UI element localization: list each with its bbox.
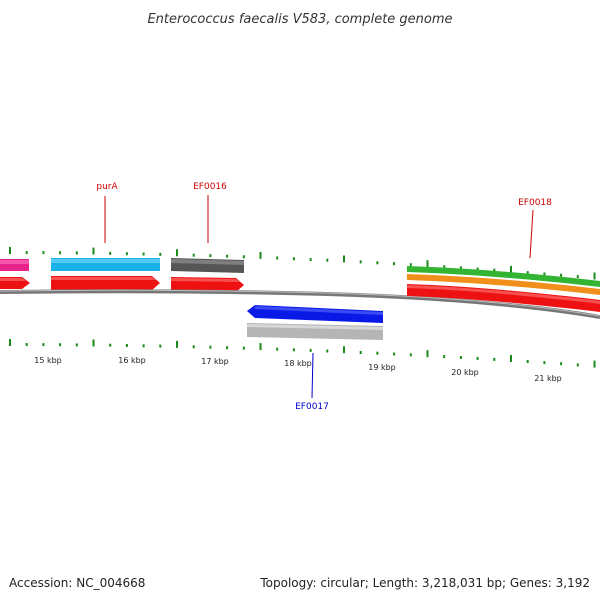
genome-summary-text: Topology: circular; Length: 3,218,031 bp… bbox=[259, 576, 590, 590]
feature-orange[interactable] bbox=[407, 274, 600, 295]
kbp-label-20: 20 kbp bbox=[451, 368, 479, 377]
kbp-label-16: 16 kbp bbox=[118, 356, 146, 365]
cds-red-1[interactable] bbox=[0, 277, 30, 289]
gene-label-EF0016[interactable]: EF0016 bbox=[193, 182, 227, 192]
feature-red-right[interactable] bbox=[407, 284, 600, 312]
cds-red-2[interactable] bbox=[51, 276, 160, 290]
kbp-label-17: 17 kbp bbox=[201, 357, 229, 366]
EF0018-leader bbox=[529, 209, 534, 259]
kbp-label-15: 15 kbp bbox=[34, 356, 62, 365]
accession-text: Accession: NC_004668 bbox=[9, 576, 145, 590]
feature-darkgray[interactable] bbox=[171, 258, 244, 273]
gene-label-EF0017[interactable]: EF0017 bbox=[295, 402, 329, 412]
feature-lightgray[interactable] bbox=[247, 323, 383, 340]
map-title: Enterococcus faecalis V583, complete gen… bbox=[147, 12, 452, 27]
kbp-label-19: 19 kbp bbox=[368, 363, 396, 372]
feature-cyan[interactable] bbox=[51, 258, 160, 271]
kbp-label-21: 21 kbp bbox=[534, 374, 562, 383]
cds-red-3[interactable] bbox=[171, 277, 244, 292]
feature-green[interactable] bbox=[407, 266, 600, 287]
gene-label-EF0018[interactable]: EF0018 bbox=[518, 198, 552, 208]
gene-label-purA[interactable]: purA bbox=[96, 182, 118, 192]
feature-magenta[interactable] bbox=[0, 259, 29, 271]
outer-tick-track bbox=[9, 247, 596, 280]
inner-tick-track bbox=[9, 339, 596, 368]
feature-blue[interactable] bbox=[247, 305, 383, 323]
EF0017-leader bbox=[311, 352, 314, 399]
genome-backbone bbox=[0, 289, 600, 319]
kbp-label-18: 18 kbp bbox=[284, 359, 312, 368]
